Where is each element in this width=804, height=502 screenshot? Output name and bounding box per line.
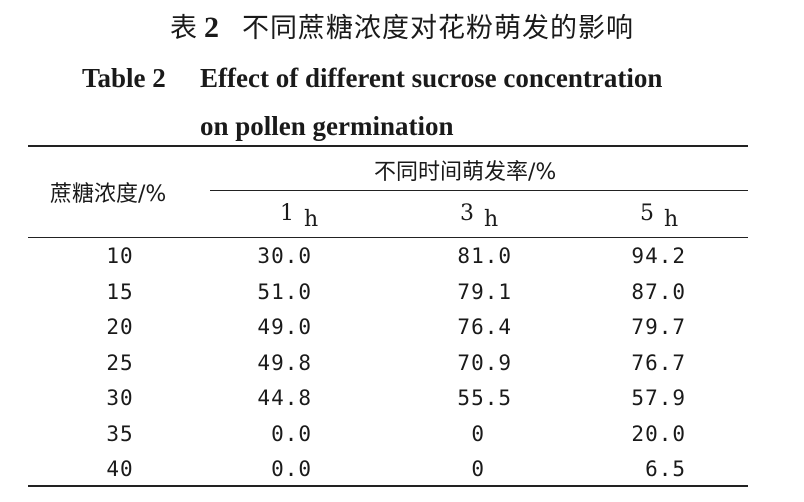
caption-en-title-line1: Effect of different sucrose concentratio…: [200, 63, 663, 93]
cell-1h: 44.8: [257, 386, 312, 410]
cell-3h: 70.9: [457, 351, 512, 375]
cell-1h: 30.0: [257, 244, 312, 268]
group-header-germination: 不同时间萌发率/%: [374, 160, 557, 185]
caption-cn-number: 2: [204, 11, 220, 44]
table-caption-chinese: 表 2 不同蔗糖浓度对花粉萌发的影响: [0, 8, 804, 49]
cell-5h: 87.0: [631, 280, 686, 304]
cell-1h: 49.0: [257, 315, 312, 339]
cell-3h: 55.5: [457, 386, 512, 410]
cell-concentration: 25: [106, 351, 134, 375]
cell-concentration: 35: [106, 422, 134, 446]
cell-3h: 0: [471, 457, 485, 481]
caption-cn-label: 表: [170, 13, 198, 44]
group-header-rule: [210, 190, 748, 191]
caption-en-label: Table 2: [82, 63, 166, 93]
bottom-rule: [28, 485, 748, 487]
cell-concentration: 40: [106, 457, 134, 481]
cell-1h: 49.8: [257, 351, 312, 375]
cell-3h: 76.4: [457, 315, 512, 339]
cell-5h: 76.7: [631, 351, 686, 375]
cell-5h: 79.7: [631, 315, 686, 339]
cell-1h: 0.0: [271, 457, 312, 481]
caption-en-title-line2: on pollen germination: [200, 111, 454, 141]
cell-concentration: 15: [106, 280, 134, 304]
cell-3h: 81.0: [457, 244, 512, 268]
cell-5h: 57.9: [631, 386, 686, 410]
cell-concentration: 30: [106, 386, 134, 410]
table-caption-english: Table 2 Effect of different sucrose conce…: [82, 58, 782, 146]
cell-1h: 51.0: [257, 280, 312, 304]
cell-5h: 6.5: [645, 457, 686, 481]
caption-cn-title: 不同蔗糖浓度对花粉萌发的影响: [242, 13, 634, 44]
row-header-sucrose: 蔗糖浓度/%: [50, 182, 167, 207]
cell-concentration: 20: [106, 315, 134, 339]
header-bottom-rule: [28, 237, 748, 238]
cell-3h: 0: [471, 422, 485, 446]
cell-5h: 20.0: [631, 422, 686, 446]
cell-5h: 94.2: [631, 244, 686, 268]
cell-concentration: 10: [106, 244, 134, 268]
top-rule: [28, 145, 748, 147]
cell-1h: 0.0: [271, 422, 312, 446]
cell-3h: 79.1: [457, 280, 512, 304]
